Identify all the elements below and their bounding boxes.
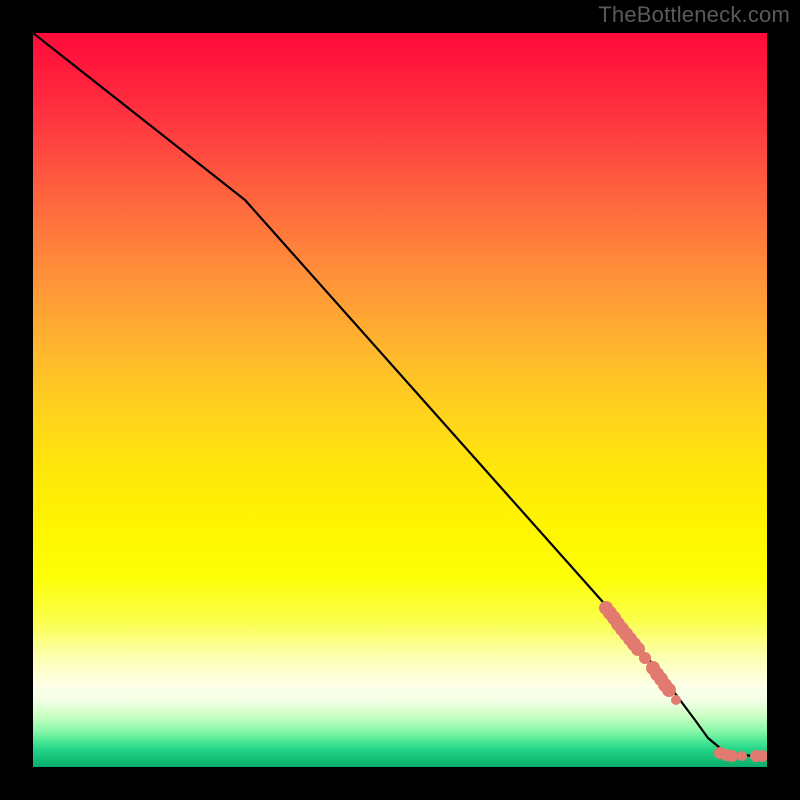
watermark-text: TheBottleneck.com — [598, 2, 790, 28]
data-marker — [671, 695, 681, 705]
data-marker — [737, 751, 747, 761]
data-marker — [662, 683, 676, 697]
chart-stage: TheBottleneck.com — [0, 0, 800, 800]
data-marker — [726, 750, 738, 762]
data-marker — [756, 750, 768, 762]
plot-background-gradient — [33, 33, 767, 767]
chart-svg — [0, 0, 800, 800]
